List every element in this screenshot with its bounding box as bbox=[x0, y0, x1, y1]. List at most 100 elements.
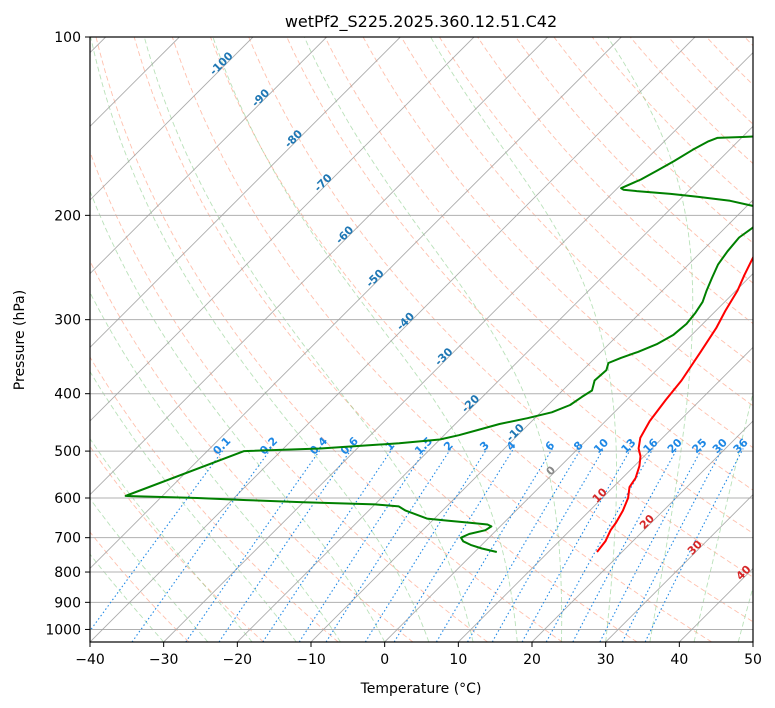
mixing-ratio-line bbox=[621, 448, 723, 642]
moist-adiabat-line bbox=[693, 391, 753, 642]
y-tick-label: 200 bbox=[54, 208, 81, 224]
moist-adiabat-line bbox=[90, 497, 209, 642]
dry-adiabat-line bbox=[324, 37, 753, 491]
dry-adiabat-line bbox=[362, 37, 753, 449]
mixing-ratio-line bbox=[262, 448, 393, 642]
dry-adiabat-line bbox=[439, 37, 753, 365]
x-tick-label: 0 bbox=[380, 652, 389, 668]
isotherm-gridline bbox=[90, 37, 401, 348]
x-tick-label: −40 bbox=[75, 652, 105, 668]
x-axis-label: Temperature (°C) bbox=[360, 681, 482, 697]
isotherm-gridline bbox=[90, 37, 475, 422]
dry-adiabat-line bbox=[90, 259, 414, 642]
isotherm-gridline bbox=[752, 641, 753, 642]
y-tick-label: 600 bbox=[54, 491, 81, 507]
mixing-ratio-line bbox=[599, 448, 703, 642]
dry-adiabat-line bbox=[90, 356, 339, 642]
dry-adiabat-label: -100 bbox=[207, 49, 236, 78]
dry-adiabat-line bbox=[90, 445, 264, 642]
dry-adiabat-label: -90 bbox=[249, 86, 272, 109]
temperature-profile-line bbox=[596, 255, 753, 553]
moist-adiabat-line bbox=[212, 37, 518, 642]
moist-adiabat-line bbox=[430, 37, 617, 642]
mixing-ratio-line bbox=[467, 448, 582, 642]
dry-adiabat-label: -40 bbox=[394, 310, 417, 333]
mixing-ratio-label: 25 bbox=[689, 436, 709, 456]
x-tick-label: 10 bbox=[449, 652, 467, 668]
mixing-ratio-line bbox=[644, 448, 744, 642]
dry-adiabat-line bbox=[515, 37, 753, 284]
dry-adiabat-line bbox=[171, 37, 712, 642]
chart-title: wetPf2_S225.2025.360.12.51.C42 bbox=[285, 12, 557, 32]
mixing-ratio-line bbox=[491, 448, 605, 642]
moist-adiabat-line bbox=[607, 37, 694, 642]
isotherm-gridline bbox=[605, 494, 753, 642]
dewpoint-profile-line bbox=[124, 135, 753, 553]
x-tick-label: 50 bbox=[744, 652, 762, 668]
x-tick-label: 30 bbox=[597, 652, 615, 668]
y-tick-label: 300 bbox=[54, 313, 81, 329]
dry-adiabat-line bbox=[400, 37, 753, 407]
dry-adiabat-line bbox=[210, 37, 753, 623]
x-tick-label: −20 bbox=[223, 652, 253, 668]
moist-adiabat-line bbox=[90, 437, 253, 642]
mixing-ratio-line bbox=[572, 448, 678, 642]
dry-adiabat-line bbox=[95, 37, 563, 642]
isotherm-gridline bbox=[90, 37, 254, 201]
isotherm-gridline bbox=[90, 37, 622, 569]
y-tick-label: 800 bbox=[54, 565, 81, 581]
isotherm-gridline bbox=[163, 52, 753, 642]
moist-adiabat-line bbox=[90, 37, 430, 642]
y-tick-label: 900 bbox=[54, 595, 81, 611]
mixing-ratio-line bbox=[393, 448, 515, 642]
mixing-ratio-line bbox=[131, 448, 272, 642]
isotherm-gridline bbox=[458, 346, 753, 642]
isotherm-gridline bbox=[384, 273, 753, 642]
dry-adiabat-line bbox=[248, 37, 753, 578]
isotherm-gridline bbox=[90, 37, 327, 275]
mixing-ratio-line bbox=[185, 448, 322, 642]
dry-adiabat-label: -20 bbox=[459, 392, 482, 415]
plot-frame bbox=[89, 36, 754, 643]
y-tick-label: 100 bbox=[54, 30, 81, 46]
dry-adiabat-label: -70 bbox=[312, 171, 335, 194]
mixing-ratio-label: 13 bbox=[619, 436, 639, 456]
mixing-ratio-label: 0.4 bbox=[307, 434, 330, 457]
moist-adiabat-line bbox=[90, 291, 341, 642]
dry-adiabat-label: -30 bbox=[432, 345, 455, 368]
x-tick-label: 40 bbox=[670, 652, 688, 668]
x-tick-label: −30 bbox=[149, 652, 179, 668]
isotherm-gridline bbox=[90, 37, 548, 496]
y-tick-label: 1000 bbox=[45, 622, 81, 638]
mixing-ratio-line bbox=[364, 448, 488, 642]
isotherm-gridline bbox=[531, 420, 753, 642]
dry-adiabat-line bbox=[133, 37, 638, 642]
mixing-ratio-label: 20 bbox=[665, 436, 685, 456]
dry-adiabat-line bbox=[744, 37, 753, 47]
mixing-ratio-label: 36 bbox=[731, 436, 751, 456]
dry-adiabat-line bbox=[477, 37, 753, 325]
dry-adiabat-label: -80 bbox=[282, 127, 305, 150]
y-tick-label: 400 bbox=[54, 387, 81, 403]
mixing-ratio-label: 16 bbox=[641, 436, 661, 456]
dry-adiabat-line bbox=[90, 531, 190, 642]
moist-adiabat-line bbox=[737, 585, 753, 642]
mixing-ratio-line bbox=[325, 448, 452, 642]
moist-adiabat-line bbox=[143, 37, 474, 642]
moist-adiabat-line bbox=[303, 37, 563, 642]
x-tick-label: 20 bbox=[523, 652, 541, 668]
dry-adiabat-line bbox=[591, 37, 753, 204]
moist-adiabat-line bbox=[90, 190, 386, 642]
dry-adiabat-label: -50 bbox=[363, 267, 386, 290]
mixing-ratio-label: 30 bbox=[710, 436, 730, 456]
dry-adiabat-line bbox=[90, 150, 488, 642]
mixing-ratio-line bbox=[90, 448, 225, 632]
mixing-ratio-line bbox=[435, 448, 553, 642]
mixing-ratio-line bbox=[298, 448, 427, 642]
y-tick-label: 500 bbox=[54, 444, 81, 460]
y-tick-label: 700 bbox=[54, 531, 81, 547]
mixing-ratio-line bbox=[218, 448, 353, 642]
mixing-ratio-label: 1.5 bbox=[412, 435, 435, 458]
dry-adiabat-label: -60 bbox=[333, 223, 356, 246]
mixing-ratio-label: 0.1 bbox=[210, 435, 233, 458]
